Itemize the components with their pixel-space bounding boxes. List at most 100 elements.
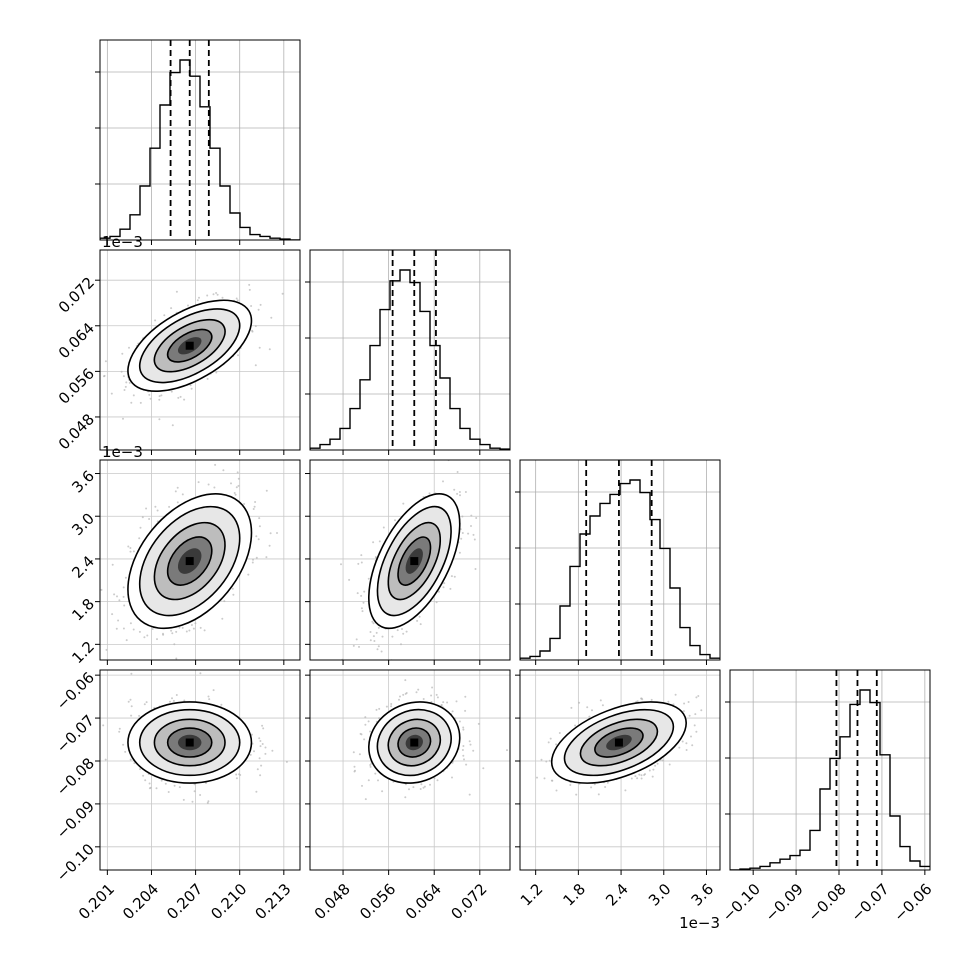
scatter-point: [221, 296, 224, 299]
panel-frame: [519, 459, 721, 661]
scatter-point: [258, 737, 261, 740]
scatter-point: [115, 627, 118, 630]
scatter-point: [458, 720, 461, 723]
panel-2-1: [305, 459, 511, 665]
scatter-point: [125, 381, 128, 384]
scatter-point: [419, 623, 422, 626]
scatter-point: [377, 645, 380, 648]
scatter-point: [110, 392, 113, 395]
scatter-point: [369, 631, 372, 633]
scatter-point: [190, 387, 193, 390]
scatter-point: [464, 491, 467, 493]
scatter-point: [139, 401, 142, 404]
scatter-point: [174, 490, 177, 493]
scatter-point: [175, 630, 178, 633]
scatter-point: [630, 777, 633, 780]
scatter-point: [431, 686, 434, 689]
scatter-point: [158, 418, 161, 421]
scatter-point: [575, 793, 578, 796]
scatter-point: [128, 346, 130, 349]
scatter-point: [130, 672, 133, 675]
scatter-point: [264, 746, 267, 749]
scatter-point: [221, 617, 224, 620]
scatter-point: [353, 765, 356, 768]
scatter-point: [601, 704, 604, 707]
scatter-point: [369, 639, 372, 642]
scatter-point: [340, 563, 342, 566]
density-peak: [614, 738, 623, 747]
scatter-point: [462, 726, 465, 729]
scatter-point: [390, 703, 393, 705]
histogram-step: [520, 479, 720, 660]
panel-content: [100, 40, 300, 240]
scatter-point: [362, 601, 365, 604]
scatter-point: [369, 765, 372, 768]
scatter-point: [231, 587, 234, 590]
panel-content: [100, 250, 300, 450]
scatter-point: [543, 777, 546, 780]
scatter-point: [154, 505, 157, 508]
scatter-point: [212, 293, 215, 296]
scatter-point: [237, 477, 240, 480]
scatter-point: [375, 631, 378, 634]
scatter-point: [450, 575, 453, 578]
scatter-point: [654, 764, 657, 767]
scatter-point: [260, 764, 263, 767]
scatter-point: [360, 561, 363, 564]
scatter-point: [203, 629, 206, 632]
scatter-point: [128, 381, 131, 384]
scatter-point: [183, 398, 186, 401]
scatter-point: [253, 505, 256, 508]
scatter-point: [464, 695, 467, 698]
scatter-point: [352, 751, 355, 754]
scatter-point: [122, 743, 125, 746]
scatter-point: [124, 576, 127, 579]
scatter-point: [429, 783, 431, 786]
scatter-point: [453, 488, 456, 491]
scatter-point: [643, 774, 646, 776]
x-tick-label: 0.204: [119, 880, 162, 923]
scatter-point: [122, 586, 125, 589]
scatter-point: [208, 698, 211, 701]
scatter-point: [261, 724, 264, 727]
panel-3-2: [515, 669, 721, 875]
scatter-point: [462, 745, 465, 747]
scatter-point: [380, 650, 383, 653]
scatter-point: [173, 784, 176, 787]
scatter-point: [377, 779, 379, 782]
scatter-point: [175, 694, 178, 696]
scatter-point: [685, 742, 688, 745]
scatter-point: [104, 758, 107, 761]
scatter-point: [151, 628, 154, 630]
y-tick-label: 3.6: [68, 467, 98, 497]
scatter-point: [396, 629, 399, 632]
scatter-point: [257, 538, 260, 541]
panel-frame: [99, 39, 301, 241]
scatter-point: [237, 354, 239, 357]
scatter-point: [141, 516, 144, 519]
scatter-point: [667, 700, 670, 703]
scatter-point: [682, 710, 685, 713]
scatter-point: [656, 762, 659, 765]
scatter-point: [207, 695, 210, 698]
scatter-point: [129, 622, 132, 625]
scatter-point: [405, 630, 408, 633]
scatter-point: [178, 626, 181, 629]
histogram-step: [310, 269, 510, 450]
scatter-point: [285, 760, 288, 763]
scatter-point: [470, 514, 473, 517]
scatter-point: [145, 701, 148, 704]
scatter-point: [373, 640, 376, 642]
scatter-point: [251, 561, 254, 564]
scatter-point: [189, 384, 192, 387]
scatter-point: [255, 535, 258, 538]
scatter-point: [232, 593, 235, 596]
scatter-point: [138, 714, 141, 717]
scatter-point: [360, 554, 363, 557]
scatter-point: [569, 784, 572, 786]
scatter-point: [688, 714, 691, 717]
scatter-point: [248, 288, 251, 291]
scatter-point: [399, 695, 401, 698]
scatter-point: [551, 779, 554, 782]
scatter-point: [235, 773, 238, 776]
